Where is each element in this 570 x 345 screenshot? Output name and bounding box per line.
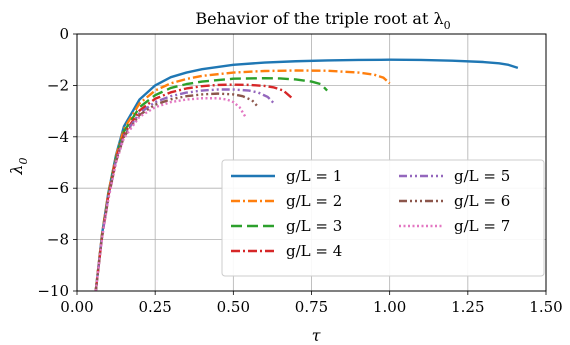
legend-label-2: g/L = 2 (286, 192, 342, 210)
y-tick-label: −4 (47, 128, 69, 146)
x-tick-label: 0.75 (295, 298, 328, 316)
x-axis-ticks: 0.00 0.25 0.50 0.75 1.00 1.25 1.50 (60, 291, 563, 316)
y-axis-ticks: 0 −2 −4 −6 −8 −10 (37, 25, 77, 300)
y-tick-label: −2 (47, 76, 69, 94)
chart-title: Behavior of the triple root at λ0 (195, 9, 450, 32)
series-line-7 (94, 97, 247, 292)
x-tick-label: 0.25 (138, 298, 171, 316)
x-tick-label: 0.00 (60, 298, 93, 316)
legend-box (221, 159, 545, 277)
legend-label-4: g/L = 4 (286, 242, 342, 260)
y-tick-label: −8 (47, 231, 69, 249)
series-lines (94, 58, 519, 292)
legend-label-6: g/L = 6 (454, 192, 510, 210)
series-line-6 (94, 92, 260, 292)
y-tick-label: 0 (59, 25, 69, 43)
x-tick-label: 1.25 (451, 298, 484, 316)
legend-label-5: g/L = 5 (454, 167, 510, 185)
legend: g/L = 1 g/L = 2 g/L = 3 g/L = 4 g/L = 5 g/L =… (221, 159, 545, 277)
x-axis-label: τ (312, 326, 322, 345)
x-tick-label: 1.50 (529, 298, 562, 316)
legend-label-3: g/L = 3 (286, 217, 342, 235)
series-line-5 (94, 88, 275, 292)
x-tick-label: 0.50 (217, 298, 250, 316)
x-tick-label: 1.00 (373, 298, 406, 316)
series-line-2 (94, 69, 391, 292)
y-tick-label: −6 (47, 179, 69, 197)
legend-label-1: g/L = 1 (286, 167, 342, 185)
legend-label-7: g/L = 7 (454, 217, 510, 235)
y-axis-label: λ0 (7, 157, 30, 175)
y-tick-label: −10 (37, 282, 69, 300)
